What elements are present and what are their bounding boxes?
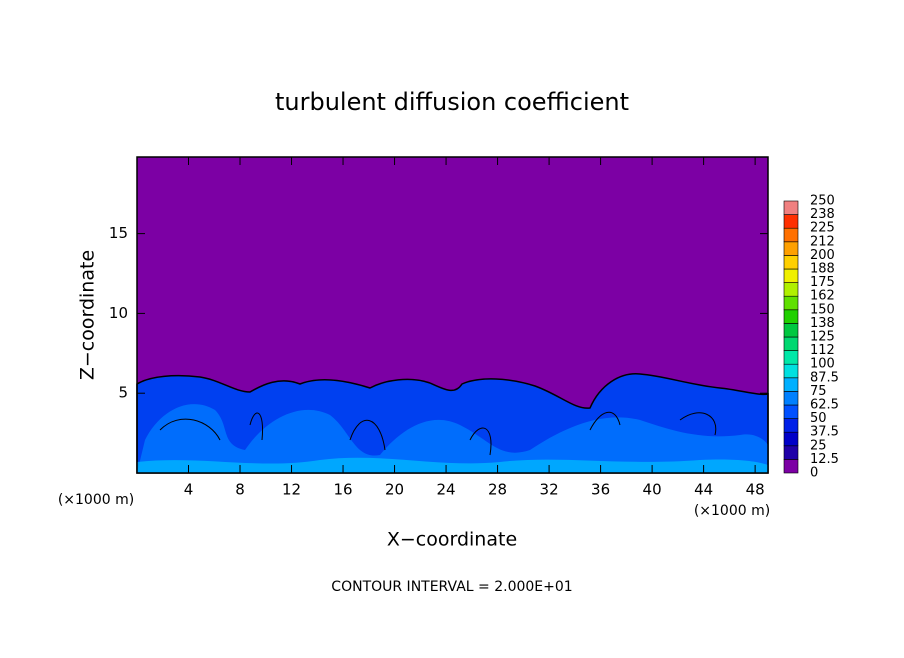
colorbar-label: 162 — [810, 289, 835, 304]
colorbar-box — [783, 214, 799, 229]
colorbar-label: 100 — [810, 357, 835, 372]
contour-line — [159, 412, 717, 456]
colorbar-label: 200 — [810, 248, 835, 263]
colorbar-box — [783, 255, 799, 270]
colorbar-label: 112 — [810, 343, 835, 358]
x-unit: (×1000 m) — [694, 503, 770, 519]
colorbar-label: 37.5 — [810, 425, 839, 440]
colorbar-box — [783, 459, 799, 474]
colorbar-label: 12.5 — [810, 452, 839, 467]
colorbar-label: 250 — [810, 194, 835, 209]
colorbar-label: 225 — [810, 221, 835, 236]
x-axis-label: X−coordinate — [387, 529, 517, 551]
colorbar-label: 138 — [810, 316, 835, 331]
x-tick-label: 20 — [385, 481, 404, 499]
x-unit: (×1000 m) — [58, 492, 134, 508]
colorbar-label: 0 — [810, 466, 818, 481]
x-tick-label: 12 — [282, 481, 301, 499]
colorbar-box — [783, 445, 799, 460]
colorbar-box — [783, 227, 799, 243]
colorbar-box — [783, 350, 799, 365]
contour-note: CONTOUR INTERVAL = 2.000E+01 — [331, 579, 572, 595]
colorbar-label: 75 — [810, 384, 827, 399]
colorbar-box — [783, 391, 799, 406]
colorbar-box — [783, 268, 799, 283]
colorbar-label: 212 — [810, 234, 835, 249]
colorbar-box — [783, 431, 799, 447]
colorbar-box — [783, 418, 799, 433]
chart-title: turbulent diffusion coefficient — [275, 88, 629, 116]
turbulent-region — [137, 457, 768, 473]
x-tick-label: 44 — [694, 481, 713, 499]
y-tick-label: 15 — [109, 224, 128, 242]
colorbar-box — [783, 200, 799, 215]
plot-field — [136, 156, 769, 474]
x-tick-label: 40 — [643, 481, 662, 499]
colorbar-label: 25 — [810, 438, 827, 453]
x-tick-label: 24 — [437, 481, 456, 499]
colorbar-box — [783, 295, 799, 311]
x-tick-label: 8 — [235, 481, 245, 499]
colorbar-box — [783, 282, 799, 297]
x-tick-label: 4 — [184, 481, 194, 499]
x-tick-label: 28 — [488, 481, 507, 499]
colorbar-label: 87.5 — [810, 370, 839, 385]
colorbar-box — [783, 336, 799, 351]
colorbar-label: 188 — [810, 262, 835, 277]
colorbar-label: 125 — [810, 330, 835, 345]
x-tick-label: 48 — [746, 481, 765, 499]
colorbar-box — [783, 377, 799, 392]
x-tick-label: 16 — [333, 481, 352, 499]
plot-frame — [136, 156, 769, 474]
y-tick-label: 10 — [109, 304, 128, 322]
y-axis-label: Z−coordinate — [77, 250, 99, 380]
colorbar-box — [783, 363, 799, 379]
colorbar-box — [783, 241, 799, 256]
y-tick-label: 5 — [118, 384, 128, 402]
colorbar-box — [783, 323, 799, 338]
x-tick-label: 32 — [540, 481, 559, 499]
colorbar-label: 150 — [810, 302, 835, 317]
colorbar-label: 62.5 — [810, 398, 839, 413]
colorbar-label: 50 — [810, 411, 827, 426]
colorbar-label: 175 — [810, 275, 835, 290]
colorbar-label: 238 — [810, 207, 835, 222]
colorbar-box — [783, 309, 799, 324]
turbulent-region — [137, 404, 768, 473]
x-tick-label: 36 — [591, 481, 610, 499]
colorbar-box — [783, 404, 799, 419]
